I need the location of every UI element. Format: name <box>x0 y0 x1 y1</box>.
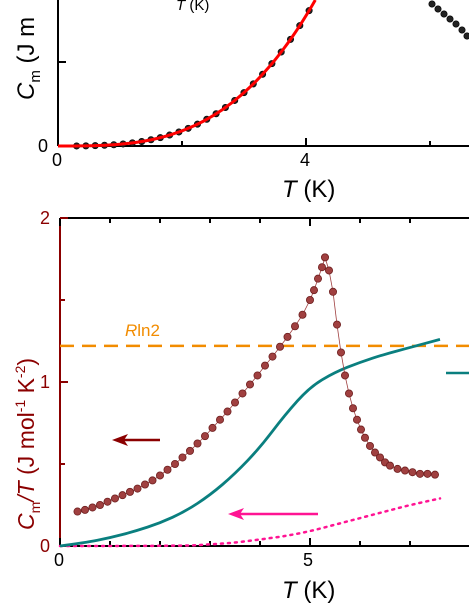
cm-data-point <box>340 371 349 380</box>
top-data-point <box>452 20 460 28</box>
cm-data-point <box>223 407 232 416</box>
cm-data-point <box>352 415 361 424</box>
cm-data-point <box>96 500 105 509</box>
bottom-x-tick-label-5: 5 <box>303 550 313 570</box>
cm-data-point <box>170 459 179 468</box>
cm-data-point <box>305 295 314 304</box>
top-data-point <box>446 15 454 23</box>
cm-data-point <box>320 253 329 262</box>
cm-data-point <box>290 322 299 331</box>
cm-data-point <box>268 352 277 361</box>
cm-data-point <box>385 461 394 470</box>
top-fit-curve <box>58 0 317 148</box>
cm-data-point <box>260 361 269 370</box>
top-data-point <box>458 26 466 34</box>
bottom-xlabel: T (K) <box>282 577 335 604</box>
phonon-dotted-curve <box>58 497 442 548</box>
cm-data-point <box>148 476 157 485</box>
cm-data-point <box>317 263 326 272</box>
cm-data-point <box>103 497 112 506</box>
cm-data-point <box>88 503 97 512</box>
pink-arrow-icon <box>228 508 318 520</box>
top-inset-xlabel: T (K) <box>176 0 209 14</box>
cm-data-point <box>370 448 379 457</box>
cm-data-point <box>230 398 239 407</box>
top-x-tick-label-4: 4 <box>300 150 310 170</box>
cm-data-point <box>415 469 424 478</box>
cm-data-point <box>430 470 439 479</box>
cm-data-point <box>365 441 374 450</box>
cm-data-point <box>245 380 254 389</box>
bottom-panel: 0 1 2 0 5 T (K) Cm/T (J mol-1 K-2) Rln2 <box>12 208 469 604</box>
cm-data-point <box>408 468 417 477</box>
rln2-label: Rln2 <box>125 321 160 340</box>
top-panel: 0 0 4 T (K) Cm (J m T (K) <box>13 0 469 203</box>
cm-thin-line <box>77 256 436 512</box>
bottom-y-tick-label-0: 0 <box>40 536 50 556</box>
cm-data-point <box>118 491 127 500</box>
cm-data-point <box>283 332 292 341</box>
top-y-tick-label-0: 0 <box>38 136 48 156</box>
teal-curve <box>59 338 441 548</box>
top-data-point <box>440 10 448 18</box>
cm-data-point <box>393 464 402 473</box>
cm-data-point <box>126 487 135 496</box>
cm-data-point <box>348 404 357 413</box>
cm-data-point <box>356 425 365 434</box>
cm-data-point <box>360 433 369 442</box>
cm-data-point <box>193 439 202 448</box>
cm-data-point <box>163 465 172 474</box>
cm-data-point <box>133 484 142 493</box>
cm-data-point <box>208 423 217 432</box>
cm-data-point <box>400 466 409 475</box>
cm-data-point <box>375 453 384 462</box>
cm-data-point <box>336 348 345 357</box>
cm-data-point <box>178 453 187 462</box>
cm-data-point <box>298 310 307 319</box>
cm-data-point <box>328 287 337 296</box>
cm-data-point <box>200 432 209 441</box>
bottom-y-tick-label-2: 2 <box>40 208 50 228</box>
top-data-point <box>463 32 469 40</box>
cm-data-point <box>423 469 432 478</box>
cm-data-point <box>111 494 120 503</box>
cm-data-point <box>155 471 164 480</box>
cm-data-markers <box>73 253 439 516</box>
top-right-markers <box>428 0 469 40</box>
top-data-point <box>434 5 442 13</box>
top-x-tick-label-0: 0 <box>52 150 62 170</box>
cm-data-point <box>253 371 262 380</box>
cm-data-point <box>313 274 322 283</box>
cm-data-point <box>238 389 247 398</box>
cm-data-point <box>140 480 149 489</box>
cm-data-point <box>185 446 194 455</box>
bottom-ylabel: Cm/T (J mol-1 K-2) <box>12 358 43 530</box>
top-data-point <box>428 0 436 8</box>
cm-data-point <box>344 389 353 398</box>
top-xlabel: T (K) <box>282 176 335 203</box>
cm-data-point <box>215 415 224 424</box>
top-ylabel: Cm (J m <box>13 17 44 100</box>
cm-data-point <box>324 266 333 275</box>
dark-red-arrow-icon <box>112 434 160 446</box>
cm-data-point <box>332 320 341 329</box>
bottom-x-tick-label-0: 0 <box>54 550 64 570</box>
cm-data-point <box>73 507 82 516</box>
bottom-y-tick-label-1: 1 <box>40 372 50 392</box>
cm-data-point <box>309 286 318 295</box>
cm-data-point <box>275 342 284 351</box>
cm-data-point <box>81 505 90 514</box>
